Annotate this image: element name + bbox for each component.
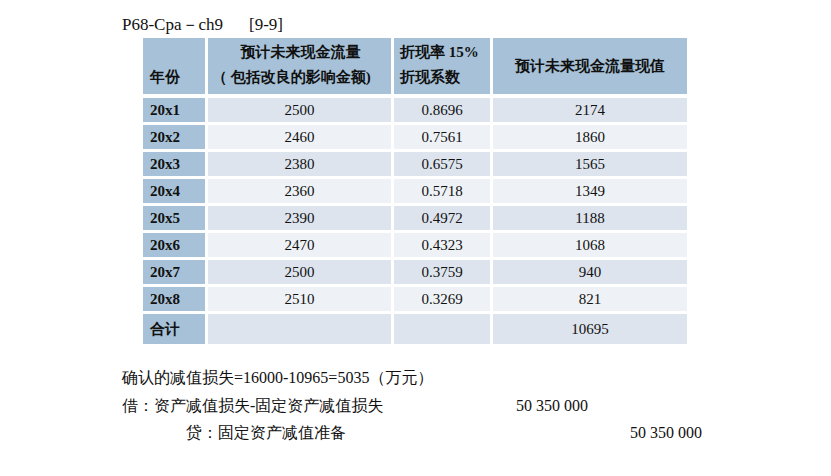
journal-debit-label: 借：资产减值损失-固定资产减值损失 (122, 396, 383, 416)
year-cell: 20x7 (143, 260, 205, 284)
cashflow-cell: 2470 (208, 233, 391, 257)
journal-credit-label: 贷：固定资产减值准备 (186, 423, 346, 443)
year-cell: 20x2 (143, 125, 205, 149)
year-cell: 20x4 (143, 179, 205, 203)
header-discount-line2: 折现系数 (400, 65, 490, 90)
cashflow-cell: 2500 (208, 260, 391, 284)
pv-cell: 1565 (493, 152, 687, 176)
total-cashflow-cell (208, 314, 391, 344)
header-pv-label: 预计未来现金流量现值 (515, 54, 665, 79)
cashflow-cell: 2460 (208, 125, 391, 149)
year-cell: 20x5 (143, 206, 205, 230)
year-cell: 20x3 (143, 152, 205, 176)
title-reference: [9-9] (249, 15, 283, 34)
total-factor-cell (394, 314, 490, 344)
total-label-cell: 合计 (143, 314, 205, 344)
year-cell: 20x1 (143, 98, 205, 122)
pv-cell: 1068 (493, 233, 687, 257)
pv-cell: 1349 (493, 179, 687, 203)
header-discount: 折现率 15% 折现系数 (394, 38, 490, 94)
cashflow-cell: 2510 (208, 287, 391, 311)
pv-cell: 1860 (493, 125, 687, 149)
document-page: P68-Cpa－ch9 [9-9] 年份 预计未来现金流量 （ 包括改良的影响金额… (0, 0, 831, 476)
factor-cell: 0.4323 (394, 233, 490, 257)
impairment-formula-text: 确认的减值损失=16000-10965=5035（万元） (122, 368, 433, 388)
title-text: P68-Cpa－ch9 (122, 15, 223, 34)
factor-cell: 0.3269 (394, 287, 490, 311)
factor-cell: 0.5718 (394, 179, 490, 203)
table-total-row: 合计 10695 (143, 314, 687, 344)
pv-cell: 1188 (493, 206, 687, 230)
factor-cell: 0.4972 (394, 206, 490, 230)
year-cell: 20x8 (143, 287, 205, 311)
page-title: P68-Cpa－ch9 [9-9] (122, 13, 283, 36)
table-row: 20x5 2390 0.4972 1188 (143, 206, 687, 230)
table-row: 20x3 2380 0.6575 1565 (143, 152, 687, 176)
factor-cell: 0.7561 (394, 125, 490, 149)
header-discount-line1: 折现率 15% (400, 40, 490, 65)
cashflow-cell: 2390 (208, 206, 391, 230)
header-cashflow-line2: （ 包括改良的影响金额) (212, 65, 389, 90)
cashflow-table: 年份 预计未来现金流量 （ 包括改良的影响金额) 折现率 15% 折现系数 预计… (143, 38, 687, 344)
header-year: 年份 (143, 38, 205, 94)
year-cell: 20x6 (143, 233, 205, 257)
factor-cell: 0.3759 (394, 260, 490, 284)
cashflow-cell: 2360 (208, 179, 391, 203)
table-row: 20x8 2510 0.3269 821 (143, 287, 687, 311)
pv-cell: 821 (493, 287, 687, 311)
table-row: 20x4 2360 0.5718 1349 (143, 179, 687, 203)
journal-credit-amount: 50 350 000 (630, 423, 702, 443)
header-pv: 预计未来现金流量现值 (493, 38, 687, 94)
header-year-label: 年份 (150, 65, 205, 90)
table-row: 20x6 2470 0.4323 1068 (143, 233, 687, 257)
journal-debit-amount: 50 350 000 (516, 396, 588, 416)
factor-cell: 0.6575 (394, 152, 490, 176)
table-row: 20x2 2460 0.7561 1860 (143, 125, 687, 149)
table-row: 20x1 2500 0.8696 2174 (143, 98, 687, 122)
total-pv-cell: 10695 (493, 314, 687, 344)
factor-cell: 0.8696 (394, 98, 490, 122)
table-header-row: 年份 预计未来现金流量 （ 包括改良的影响金额) 折现率 15% 折现系数 预计… (143, 38, 687, 94)
cashflow-cell: 2500 (208, 98, 391, 122)
pv-cell: 2174 (493, 98, 687, 122)
header-cashflow-line1: 预计未来现金流量 (212, 40, 389, 65)
pv-cell: 940 (493, 260, 687, 284)
header-cashflow: 预计未来现金流量 （ 包括改良的影响金额) (208, 38, 391, 94)
table-row: 20x7 2500 0.3759 940 (143, 260, 687, 284)
cashflow-cell: 2380 (208, 152, 391, 176)
